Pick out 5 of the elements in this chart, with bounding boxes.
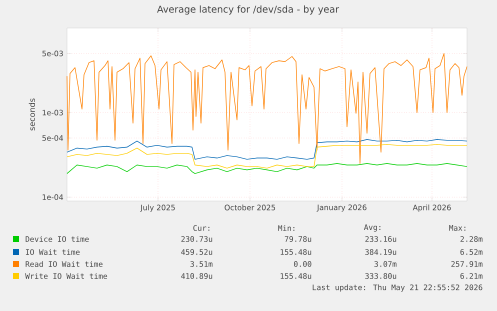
line-series xyxy=(66,53,468,164)
chart-title: Average latency for /dev/sda - by year xyxy=(157,5,340,15)
line-series xyxy=(66,139,468,160)
line-series xyxy=(66,163,468,174)
y-axis-title: seconds xyxy=(28,98,36,130)
